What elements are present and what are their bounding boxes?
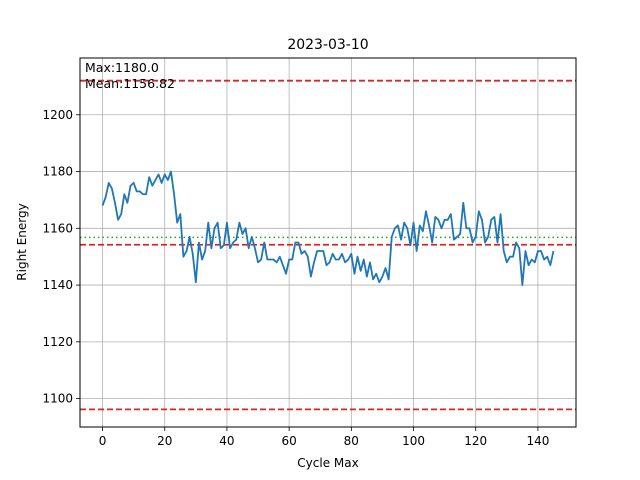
reference-lines: [80, 79, 576, 411]
y-tick-label: 1100: [42, 392, 73, 406]
y-tick-label: 1120: [42, 335, 73, 349]
x-tick-label: 120: [464, 434, 487, 448]
x-axis-label: Cycle Max: [297, 456, 358, 470]
y-tick-label: 1200: [42, 108, 73, 122]
x-tick-label: 60: [281, 434, 296, 448]
annotation-mean: Mean:1156.82: [85, 76, 175, 91]
y-axis-label: Right Energy: [15, 203, 29, 280]
x-tick-label: 100: [402, 434, 425, 448]
chart-title: 2023-03-10: [287, 37, 368, 53]
plot-frame: [79, 57, 577, 428]
annotation-max: Max:1180.0: [85, 60, 159, 75]
x-tick-label: 140: [526, 434, 549, 448]
y-tick-label: 1140: [42, 278, 73, 292]
y-tick-label: 1160: [42, 221, 73, 235]
axis-ticks: 0 20 40 60 80 100 120 140 1100 1120 1140 1160 1180 12…: [42, 108, 549, 448]
y-tick-label: 1180: [42, 165, 73, 179]
series-layer: [101, 170, 555, 286]
x-tick-label: 0: [99, 434, 107, 448]
x-tick-label: 20: [157, 434, 172, 448]
grid: [80, 58, 576, 427]
series-line: [101, 170, 555, 286]
x-tick-label: 80: [344, 434, 359, 448]
x-tick-label: 40: [219, 434, 234, 448]
